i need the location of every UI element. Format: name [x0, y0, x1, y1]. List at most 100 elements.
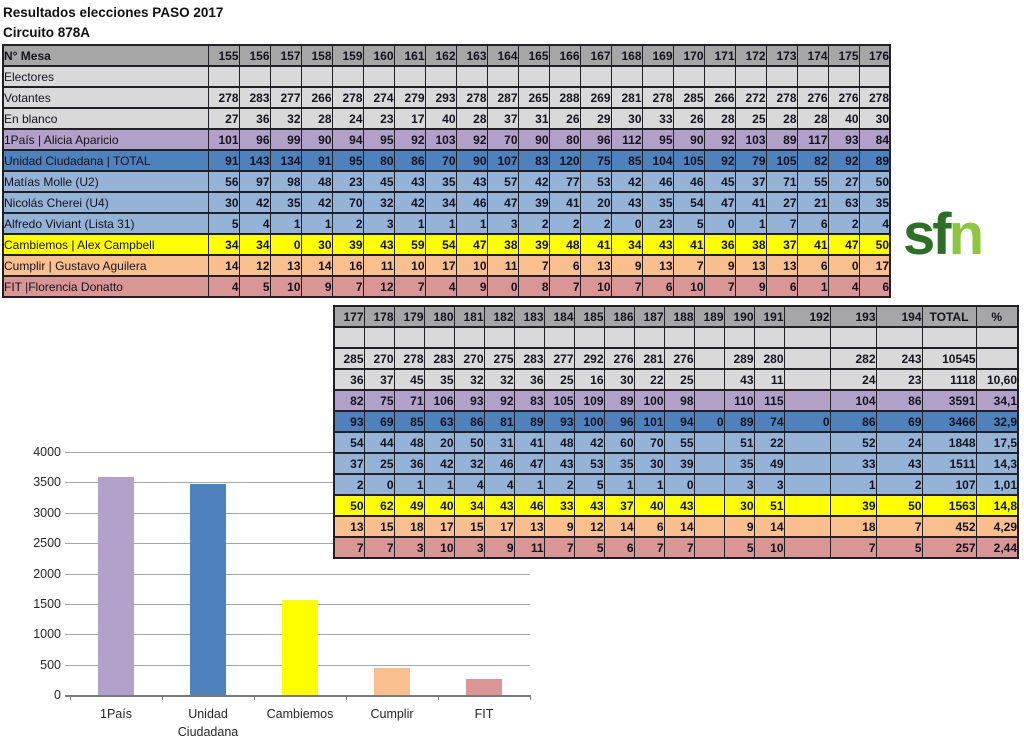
value-cell: 7 [633, 536, 665, 559]
row-unidad-ciudadana: Unidad Ciudadana | TOTAL 91 143 134 91 95 80 86… [2, 149, 891, 172]
mesa-number: 193 [829, 305, 877, 328]
value-cell: 7 [543, 536, 575, 559]
value-cell: 32 [269, 107, 302, 130]
value-cell: 12 [238, 254, 271, 277]
mesa-number: 162 [424, 44, 457, 67]
value-cell: 41 [734, 191, 767, 214]
row-unidad-ciudadana: 93 69 85 63 86 81 89 93 100 96 101 94 0 89 74 0 86 69 3466… [333, 410, 1019, 433]
value-cell: 43 [543, 452, 575, 475]
value-cell [579, 65, 612, 88]
mesa-number: 179 [393, 305, 425, 328]
total-cell: 1511 [921, 452, 977, 475]
value-cell: 10 [579, 275, 612, 298]
value-cell: 3 [453, 536, 485, 559]
value-cell: 41 [796, 233, 829, 256]
value-cell: 92 [703, 128, 736, 151]
value-cell [827, 65, 860, 88]
value-cell: 30 [300, 233, 333, 256]
row-molle: Matías Molle (U2) 56 97 98 48 23 45 43 35 43 57 42 7… [2, 170, 891, 193]
value-cell: 13 [269, 254, 302, 277]
value-cell: 6 [796, 212, 829, 235]
value-cell: 266 [300, 86, 333, 109]
value-cell: 38 [486, 233, 519, 256]
value-cell: 283 [238, 86, 271, 109]
value-cell: 0 [693, 410, 725, 433]
value-cell: 5 [207, 212, 240, 235]
value-cell: 30 [633, 452, 665, 475]
value-cell [734, 65, 767, 88]
value-cell: 34 [453, 494, 485, 517]
value-cell: 11 [513, 536, 545, 559]
percent-cell: 17,5 [975, 431, 1019, 454]
value-cell: 143 [238, 149, 271, 172]
value-cell: 43 [455, 170, 488, 193]
value-cell: 30 [858, 107, 891, 130]
value-cell: 15 [363, 515, 395, 538]
value-cell: 278 [393, 347, 425, 370]
value-cell: 22 [633, 368, 665, 391]
mesa-number: 185 [573, 305, 605, 328]
value-cell: 109 [573, 389, 605, 412]
mesa-number: 158 [300, 44, 333, 67]
value-cell: 21 [796, 191, 829, 214]
value-cell: 31 [517, 107, 550, 130]
value-cell: 11 [753, 368, 785, 391]
value-cell: 80 [548, 128, 581, 151]
value-cell: 94 [663, 410, 695, 433]
value-cell: 112 [610, 128, 643, 151]
mesa-number: 170 [672, 44, 705, 67]
value-cell: 11 [362, 254, 395, 277]
value-cell: 5 [875, 536, 923, 559]
value-cell [207, 65, 240, 88]
row-votantes: Votantes 278 283 277 266 278 274 279 293 278 287 26… [2, 86, 891, 109]
value-cell: 43 [723, 368, 755, 391]
value-cell: 24 [875, 431, 923, 454]
value-cell: 37 [765, 233, 798, 256]
value-cell [641, 65, 674, 88]
category-label: FIT [474, 707, 494, 721]
row-label: Nicolás Cherei (U4) [2, 191, 209, 214]
y-axis-tick-label: 3000 [33, 505, 61, 520]
value-cell: 14 [663, 515, 695, 538]
value-cell: 101 [207, 128, 240, 151]
value-cell: 27 [827, 170, 860, 193]
value-cell: 63 [827, 191, 860, 214]
value-cell: 35 [424, 170, 457, 193]
total-cell: 452 [921, 515, 977, 538]
value-cell: 7 [393, 275, 426, 298]
value-cell: 36 [703, 233, 736, 256]
value-cell: 103 [734, 128, 767, 151]
value-cell: 37 [734, 170, 767, 193]
value-cell [672, 65, 705, 88]
value-cell [573, 326, 605, 349]
value-cell [517, 65, 550, 88]
value-cell: 35 [269, 191, 302, 214]
bar-cumplir [374, 668, 410, 695]
value-cell [693, 326, 725, 349]
bar-unidad-ciudadana [190, 484, 226, 695]
value-cell: 17 [393, 107, 426, 130]
value-cell: 7 [517, 254, 550, 277]
percent-cell: 14,8 [975, 494, 1019, 517]
total-cell: 257 [921, 536, 977, 559]
y-axis-tick-label: 500 [40, 657, 61, 672]
percent-cell: 10,60 [975, 368, 1019, 391]
value-cell: 71 [393, 389, 425, 412]
value-cell: 62 [363, 494, 395, 517]
row-en-blanco: 36 37 45 35 32 32 36 25 16 30 22 25 43 11 24 23 1118 10,6… [333, 368, 1019, 391]
mesa-number: 186 [603, 305, 635, 328]
y-axis-tick-label: 0 [54, 688, 61, 702]
value-cell: 39 [331, 233, 364, 256]
value-cell: 7 [703, 275, 736, 298]
value-cell: 18 [393, 515, 425, 538]
value-cell: 40 [633, 494, 665, 517]
value-cell [829, 326, 877, 349]
value-cell [455, 65, 488, 88]
value-cell: 27 [207, 107, 240, 130]
value-cell: 30 [610, 107, 643, 130]
value-cell: 277 [269, 86, 302, 109]
value-cell [610, 65, 643, 88]
value-cell: 8 [517, 275, 550, 298]
value-cell: 35 [603, 452, 635, 475]
mesa-number: 191 [753, 305, 785, 328]
